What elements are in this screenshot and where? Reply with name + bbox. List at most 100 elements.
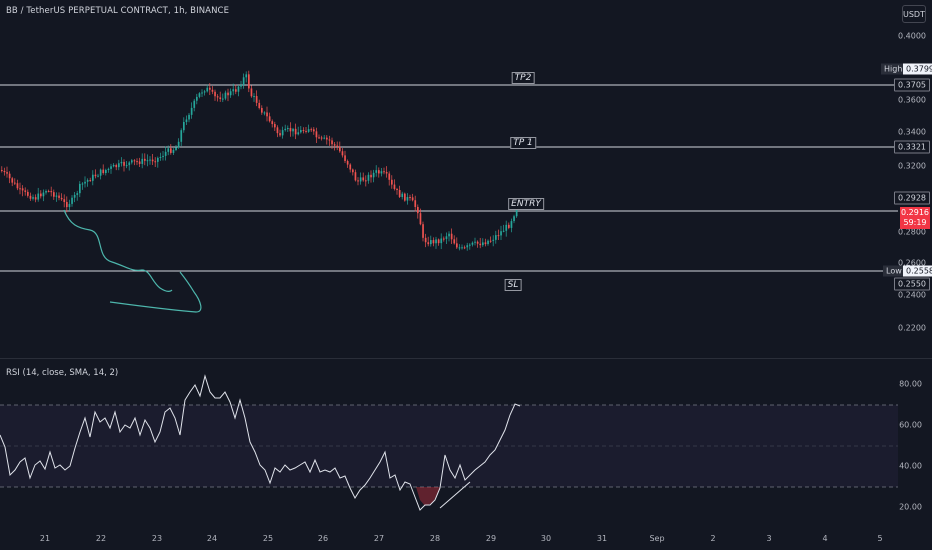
price-tick: 0.2600 <box>898 258 926 268</box>
candle-body <box>196 96 198 101</box>
candle-body <box>209 87 211 90</box>
candle-body <box>495 235 497 240</box>
rsi-tick: 60.00 <box>899 420 922 430</box>
entry-label[interactable]: ENTRY <box>508 198 544 210</box>
candle-body <box>170 148 172 153</box>
candle-body <box>261 108 263 113</box>
tp2-label[interactable]: TP2 <box>511 72 535 84</box>
candle-body <box>398 190 401 198</box>
candle-body <box>333 144 336 146</box>
date-tick: 30 <box>540 534 552 543</box>
candle-body <box>193 100 196 108</box>
candle-body <box>162 155 164 157</box>
candle-body <box>214 91 216 97</box>
candle-body <box>245 74 248 78</box>
candle-body <box>484 242 487 245</box>
sl-price-tag: 0.2550 <box>894 277 930 291</box>
candle-body <box>263 112 266 114</box>
high-label: High <box>881 63 906 75</box>
candle-body <box>128 162 131 166</box>
candle-body <box>388 173 391 180</box>
candle-body <box>125 165 128 167</box>
candle-body <box>320 137 323 139</box>
candle-body <box>500 231 502 236</box>
candle-body <box>107 168 110 170</box>
candle-body <box>203 91 206 93</box>
rsi-indicator-title[interactable]: RSI (14, close, SMA, 14, 2) <box>6 368 119 378</box>
candle-body <box>297 132 300 135</box>
candle-body <box>37 193 40 200</box>
candle-body <box>224 92 227 99</box>
low-value: 0.2558 <box>903 265 932 277</box>
date-tick: 28 <box>429 534 441 543</box>
candle-body <box>513 216 515 222</box>
candle-body <box>60 197 63 200</box>
chart-title: BB / TetherUS PERPETUAL CONTRACT, 1h, BI… <box>6 6 230 16</box>
candle-body <box>6 172 8 174</box>
candle-body <box>27 191 29 196</box>
high-value: 0.3799 <box>903 63 932 75</box>
candle-body <box>11 178 14 183</box>
sl-label[interactable]: SL <box>504 279 522 291</box>
candle-body <box>331 140 333 145</box>
candle-body <box>422 224 424 238</box>
candle-body <box>248 74 250 89</box>
candle-body <box>190 107 193 115</box>
candle-body <box>341 151 344 156</box>
candle-body <box>92 174 94 181</box>
candle-body <box>336 145 339 147</box>
candle-body <box>89 180 92 182</box>
candle-body <box>149 159 151 161</box>
pane-divider[interactable] <box>0 358 932 359</box>
candle-body <box>157 157 159 162</box>
rsi-divergence-line <box>439 481 471 509</box>
candle-body <box>476 241 479 244</box>
rsi-tick: 80.00 <box>899 379 922 389</box>
date-tick: 2 <box>710 534 716 543</box>
date-tick: 22 <box>95 534 107 543</box>
candle-body <box>164 151 167 156</box>
candle-body <box>102 169 105 174</box>
candle-body <box>450 233 453 240</box>
candle-body <box>380 171 383 174</box>
candle-body <box>172 150 175 153</box>
candle-body <box>232 89 235 92</box>
candle-body <box>505 224 508 231</box>
candle-body <box>81 183 84 185</box>
candle-body <box>409 197 411 199</box>
price-tick: 0.2400 <box>898 290 926 300</box>
date-tick: 29 <box>485 534 497 543</box>
candle-body <box>180 130 183 142</box>
candle-body <box>276 127 279 134</box>
date-tick: 4 <box>822 534 828 543</box>
candle-body <box>411 197 414 201</box>
candle-body <box>453 239 456 244</box>
candlestick-series <box>1 70 518 251</box>
candle-body <box>310 129 313 131</box>
candle-body <box>227 92 229 96</box>
candle-body <box>463 247 466 249</box>
date-tick: 5 <box>877 534 883 543</box>
candle-body <box>45 191 47 193</box>
rsi-tick: 20.00 <box>899 502 922 512</box>
candle-body <box>229 91 232 96</box>
candle-body <box>471 242 474 245</box>
current-price-tag: 0.2916 59:19 <box>900 207 930 229</box>
tp1-label[interactable]: TP 1 <box>510 137 536 149</box>
candle-body <box>375 170 378 173</box>
candle-body <box>131 160 133 163</box>
candle-body <box>432 240 435 244</box>
candle-body <box>294 128 297 135</box>
candle-body <box>1 170 3 171</box>
candle-body <box>502 230 505 232</box>
candle-body <box>487 240 489 245</box>
candle-body <box>443 238 445 240</box>
candle-body <box>219 97 222 100</box>
candle-body <box>497 235 500 237</box>
currency-button[interactable]: USDT <box>902 5 926 23</box>
candle-body <box>211 89 214 92</box>
candle-body <box>99 169 102 176</box>
candle-body <box>73 194 76 198</box>
hand-drawn-arrow <box>63 209 202 313</box>
